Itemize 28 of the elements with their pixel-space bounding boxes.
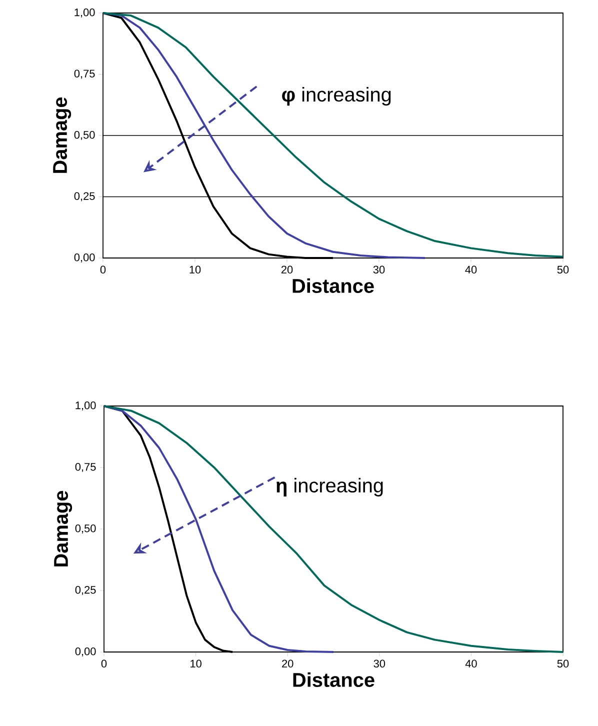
x-tick-label: 40 (465, 266, 477, 274)
x-tick-label: 0 (101, 660, 107, 668)
y-tick-label: 0,00 (75, 647, 96, 657)
y-tick-label: 1,00 (74, 8, 95, 18)
x-tick-label: 0 (100, 266, 106, 274)
x-tick-label: 30 (374, 660, 386, 668)
y-tick-label: 0,75 (75, 462, 96, 472)
x-tick-label: 30 (373, 266, 385, 274)
y-axis-title: Damage (53, 97, 72, 173)
annotation: η increasing (276, 478, 383, 496)
x-tick-label: 20 (281, 266, 293, 274)
annotation: φ increasing (282, 87, 391, 106)
y-tick-label: 0,00 (74, 253, 95, 263)
y-tick-label: 0,25 (75, 586, 96, 596)
y-tick-label: 0,25 (74, 192, 95, 202)
x-tick-label: 20 (282, 660, 294, 668)
x-tick-label: 50 (557, 660, 569, 668)
x-tick-label: 10 (190, 266, 201, 274)
x-tick-label: 50 (557, 266, 569, 274)
x-axis-title: Distance (292, 278, 374, 293)
x-axis-title: Distance (293, 672, 374, 687)
y-tick-label: 0,75 (74, 70, 95, 79)
y-tick-label: 1,00 (76, 401, 96, 411)
x-tick-label: 40 (465, 660, 477, 668)
y-axis-title: Damage (54, 490, 72, 566)
y-tick-label: 0,50 (74, 130, 95, 140)
x-tick-label: 10 (190, 660, 202, 668)
y-tick-label: 0,50 (75, 524, 96, 534)
